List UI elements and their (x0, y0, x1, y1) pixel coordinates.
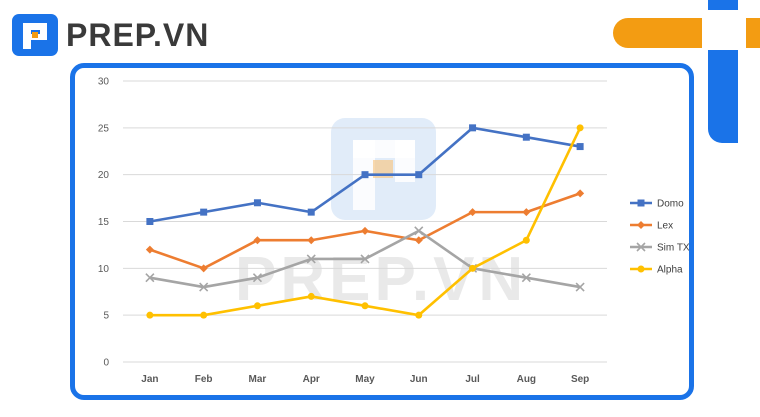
data-point (415, 311, 423, 319)
data-point (469, 124, 477, 132)
data-point (522, 236, 530, 244)
legend-label: Domo (657, 199, 684, 210)
watermark-text: PREP.VN (235, 245, 527, 314)
data-point (145, 273, 155, 283)
brand: PREP.VN (12, 14, 209, 56)
data-point (200, 311, 208, 319)
y-tick-label: 10 (98, 264, 110, 275)
legend-marker (636, 242, 646, 252)
legend-item-alpha: Alpha (630, 265, 683, 276)
decor-orange-bar (613, 18, 702, 48)
data-point (307, 208, 315, 216)
legend-marker (637, 221, 645, 229)
x-tick-label: May (355, 374, 375, 385)
data-point (145, 245, 154, 254)
x-tick-label: Jun (410, 374, 428, 385)
data-point (575, 282, 585, 292)
x-tick-label: Sep (571, 374, 589, 385)
data-point (469, 264, 477, 272)
data-point (361, 226, 369, 235)
data-point (576, 189, 585, 198)
y-tick-label: 25 (98, 123, 110, 134)
legend-marker (637, 199, 645, 207)
data-point (200, 208, 208, 216)
series-alpha (146, 124, 584, 319)
y-tick-label: 15 (98, 217, 110, 228)
legend-item-domo: Domo (630, 199, 684, 210)
data-point (253, 302, 261, 310)
series-domo (146, 124, 584, 225)
data-point (306, 254, 316, 264)
x-tick-label: Mar (249, 374, 267, 385)
prep-logo-icon (12, 14, 58, 56)
data-point (253, 199, 261, 207)
y-tick-label: 20 (98, 170, 110, 181)
series-lex (145, 189, 585, 273)
data-point (252, 273, 263, 283)
data-point (361, 302, 369, 310)
decor-blue-bar (708, 50, 738, 143)
data-point (199, 282, 209, 292)
data-point (415, 171, 423, 179)
data-point (307, 292, 315, 300)
legend-marker (637, 265, 645, 273)
data-point (468, 208, 477, 217)
legend-item-lex: Lex (630, 221, 673, 232)
data-point (521, 273, 531, 283)
legend-label: Sim TX (657, 243, 689, 254)
data-point (253, 236, 262, 245)
data-point (414, 226, 424, 236)
data-point (361, 171, 369, 179)
data-point (146, 218, 154, 225)
data-point (576, 143, 584, 151)
x-tick-label: Aug (517, 374, 536, 385)
chart-frame: PREP.VN 0 5 10 15 20 25 30 Jan Feb Mar Apr May Jun J… (70, 63, 694, 400)
x-tick-label: Feb (195, 374, 213, 385)
line-chart: PREP.VN 0 5 10 15 20 25 30 Jan Feb Mar Apr May Jun J… (98, 77, 689, 386)
legend-item-sim-tx: Sim TX (630, 242, 689, 254)
x-tick-label: Jul (465, 374, 480, 385)
legend-label: Alpha (657, 265, 683, 276)
data-point (146, 311, 154, 319)
brand-name: PREP.VN (66, 17, 210, 53)
data-point (522, 133, 530, 141)
y-tick-label: 5 (103, 311, 109, 322)
data-point (576, 124, 584, 132)
data-point (522, 208, 531, 217)
data-point (199, 264, 208, 273)
legend-label: Lex (657, 221, 673, 232)
y-tick-label: 0 (103, 358, 109, 369)
decor-orange-block (746, 18, 760, 48)
y-tick-label: 30 (98, 77, 110, 88)
data-point (414, 236, 423, 245)
data-point (307, 236, 316, 245)
x-tick-label: Apr (303, 374, 320, 385)
x-tick-label: Jan (141, 374, 158, 385)
data-point (360, 254, 370, 264)
watermark-logo-icon (331, 118, 436, 220)
decor-blue-block (708, 0, 738, 10)
watermark: PREP.VN (235, 118, 527, 314)
